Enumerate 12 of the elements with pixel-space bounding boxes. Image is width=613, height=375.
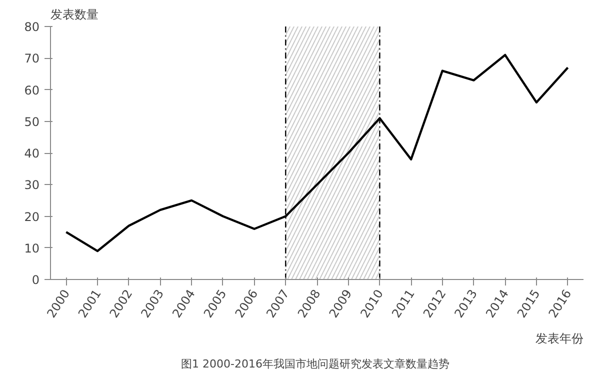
y-tick-label: 70 (24, 52, 40, 66)
y-tick-label: 80 (24, 20, 40, 34)
y-tick-label: 60 (24, 83, 40, 98)
x-axis-title: 发表年份 (536, 332, 584, 346)
y-axis-title: 发表数量 (50, 8, 98, 22)
caption: 图1 2000-2016年我国市地问题研究发表文章数量趋势 (181, 358, 450, 370)
y-tick-label: 0 (32, 273, 40, 287)
y-tick-label: 10 (24, 241, 40, 256)
y-tick-label: 20 (24, 210, 40, 224)
y-tick-label: 50 (24, 114, 40, 129)
y-tick-label: 40 (24, 146, 40, 160)
y-tick-label: 30 (24, 178, 40, 192)
